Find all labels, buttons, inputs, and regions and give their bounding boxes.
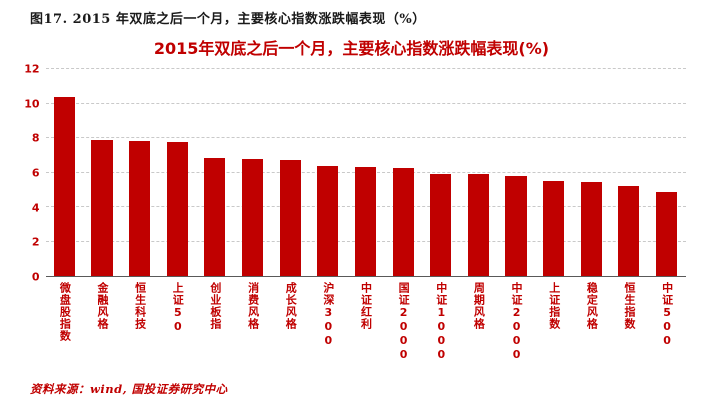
y-tick-label: 12: [24, 62, 40, 76]
x-axis-label: 金融风格: [96, 282, 109, 330]
bar: [166, 142, 188, 276]
bar: [91, 139, 113, 276]
y-tick-label: 6: [31, 166, 40, 180]
y-axis: 0 2 4 6 8 10 12: [18, 63, 46, 284]
gridline: [45, 137, 686, 139]
bar-column: [572, 69, 610, 276]
x-label-column: 成长风格: [271, 282, 309, 368]
x-label-column: 中证红利: [347, 282, 385, 368]
x-label-column: 上证指数: [535, 282, 573, 368]
x-label-column: 中证2000: [497, 282, 535, 368]
chart-body: 0 2 4 6 8 10 12 微盘股指数 金融风格 恒生科技 上证50 创业板指 消费风格 成长风格 沪…: [18, 63, 686, 368]
x-axis-label: 上证50: [171, 282, 185, 334]
x-label-column: 中证1000: [422, 282, 460, 368]
x-label-column: 恒生指数: [610, 282, 648, 368]
bar-column: [158, 69, 196, 276]
x-label-column: 中证500: [648, 282, 686, 368]
x-axis-label: 中证红利: [359, 282, 373, 330]
x-axis-label: 中证1000: [434, 282, 448, 362]
bar-column: [610, 69, 648, 276]
bar: [505, 175, 527, 276]
bar: [580, 182, 602, 276]
chart-title: 2015年双底之后一个月，主要核心指数涨跌幅表现(%): [153, 39, 550, 58]
x-label-column: 创业板指: [196, 282, 234, 368]
bar: [430, 174, 452, 276]
x-axis-label: 上证指数: [547, 282, 561, 330]
bar: [618, 186, 640, 276]
bar-column: [271, 69, 309, 276]
x-label-column: 消费风格: [234, 282, 272, 368]
y-tick-label: 8: [31, 131, 40, 145]
x-axis-label: 中证2000: [510, 282, 524, 362]
bar: [129, 140, 151, 276]
x-label-column: 稳定风格: [572, 282, 610, 368]
figure-caption: 图17. 2015 年双底之后一个月，主要核心指数涨跌幅表现（%）: [30, 12, 426, 27]
bar-column: [121, 69, 159, 276]
x-label-column: 周期风格: [460, 282, 498, 368]
bar: [53, 97, 75, 276]
y-tick-label: 4: [31, 201, 40, 215]
x-axis-label: 中证500: [660, 282, 674, 348]
bar: [467, 174, 489, 276]
gridline: [45, 68, 686, 69]
bar-column: [83, 69, 121, 276]
bar: [204, 157, 226, 276]
bars-container: [46, 69, 686, 276]
bar: [279, 159, 301, 276]
x-label-column: 沪深300: [309, 282, 347, 368]
bar: [543, 181, 565, 276]
bar-chart: 2015年双底之后一个月，主要核心指数涨跌幅表现(%) 0 2 4 6 8 10 12 微盘…: [18, 35, 686, 368]
x-axis-label: 微盘股指数: [58, 282, 72, 342]
x-label-column: 微盘股指数: [46, 282, 84, 368]
x-axis-label: 周期风格: [472, 282, 486, 330]
source-note: 资料来源：wind, 国投证券研究中心: [30, 382, 228, 396]
bar: [354, 167, 376, 276]
bar-column: [46, 69, 84, 276]
x-label-column: 恒生科技: [121, 282, 159, 368]
x-axis-label: 稳定风格: [585, 282, 599, 330]
bar-column: [384, 69, 422, 276]
bar-column: [309, 69, 347, 276]
bar: [317, 165, 339, 276]
x-axis-label: 消费风格: [246, 282, 260, 330]
x-axis-label: 国证2000: [397, 282, 411, 362]
y-tick-label: 0: [31, 270, 40, 284]
y-tick-label: 2: [31, 235, 40, 249]
plot-area: [45, 68, 686, 277]
bar: [241, 158, 264, 276]
x-label-column: 金融风格: [83, 282, 121, 368]
x-axis-labels: 微盘股指数 金融风格 恒生科技 上证50 创业板指 消费风格 成长风格 沪深300 中证红利 国证…: [46, 282, 686, 368]
bar-column: [460, 69, 498, 276]
bar-column: [497, 69, 535, 276]
bar-column: [535, 69, 573, 276]
x-label-column: 国证2000: [384, 282, 422, 368]
gridline: [45, 102, 686, 104]
x-axis-label: 创业板指: [208, 282, 222, 330]
bar-column: [347, 69, 385, 276]
x-axis-label: 成长风格: [284, 282, 298, 330]
bar: [392, 168, 414, 276]
bar-column: [648, 69, 686, 276]
x-axis-label: 恒生科技: [133, 282, 147, 330]
y-tick-label: 10: [24, 97, 40, 111]
x-axis-label: 沪深300: [321, 282, 335, 348]
bar: [656, 192, 678, 276]
bar-column: [234, 69, 272, 276]
bar-column: [196, 69, 234, 276]
bar-column: [422, 69, 460, 276]
x-axis-label: 恒生指数: [622, 282, 636, 330]
x-label-column: 上证50: [158, 282, 196, 368]
plot-wrap: 微盘股指数 金融风格 恒生科技 上证50 创业板指 消费风格 成长风格 沪深300 中证红利 国证…: [45, 68, 686, 368]
